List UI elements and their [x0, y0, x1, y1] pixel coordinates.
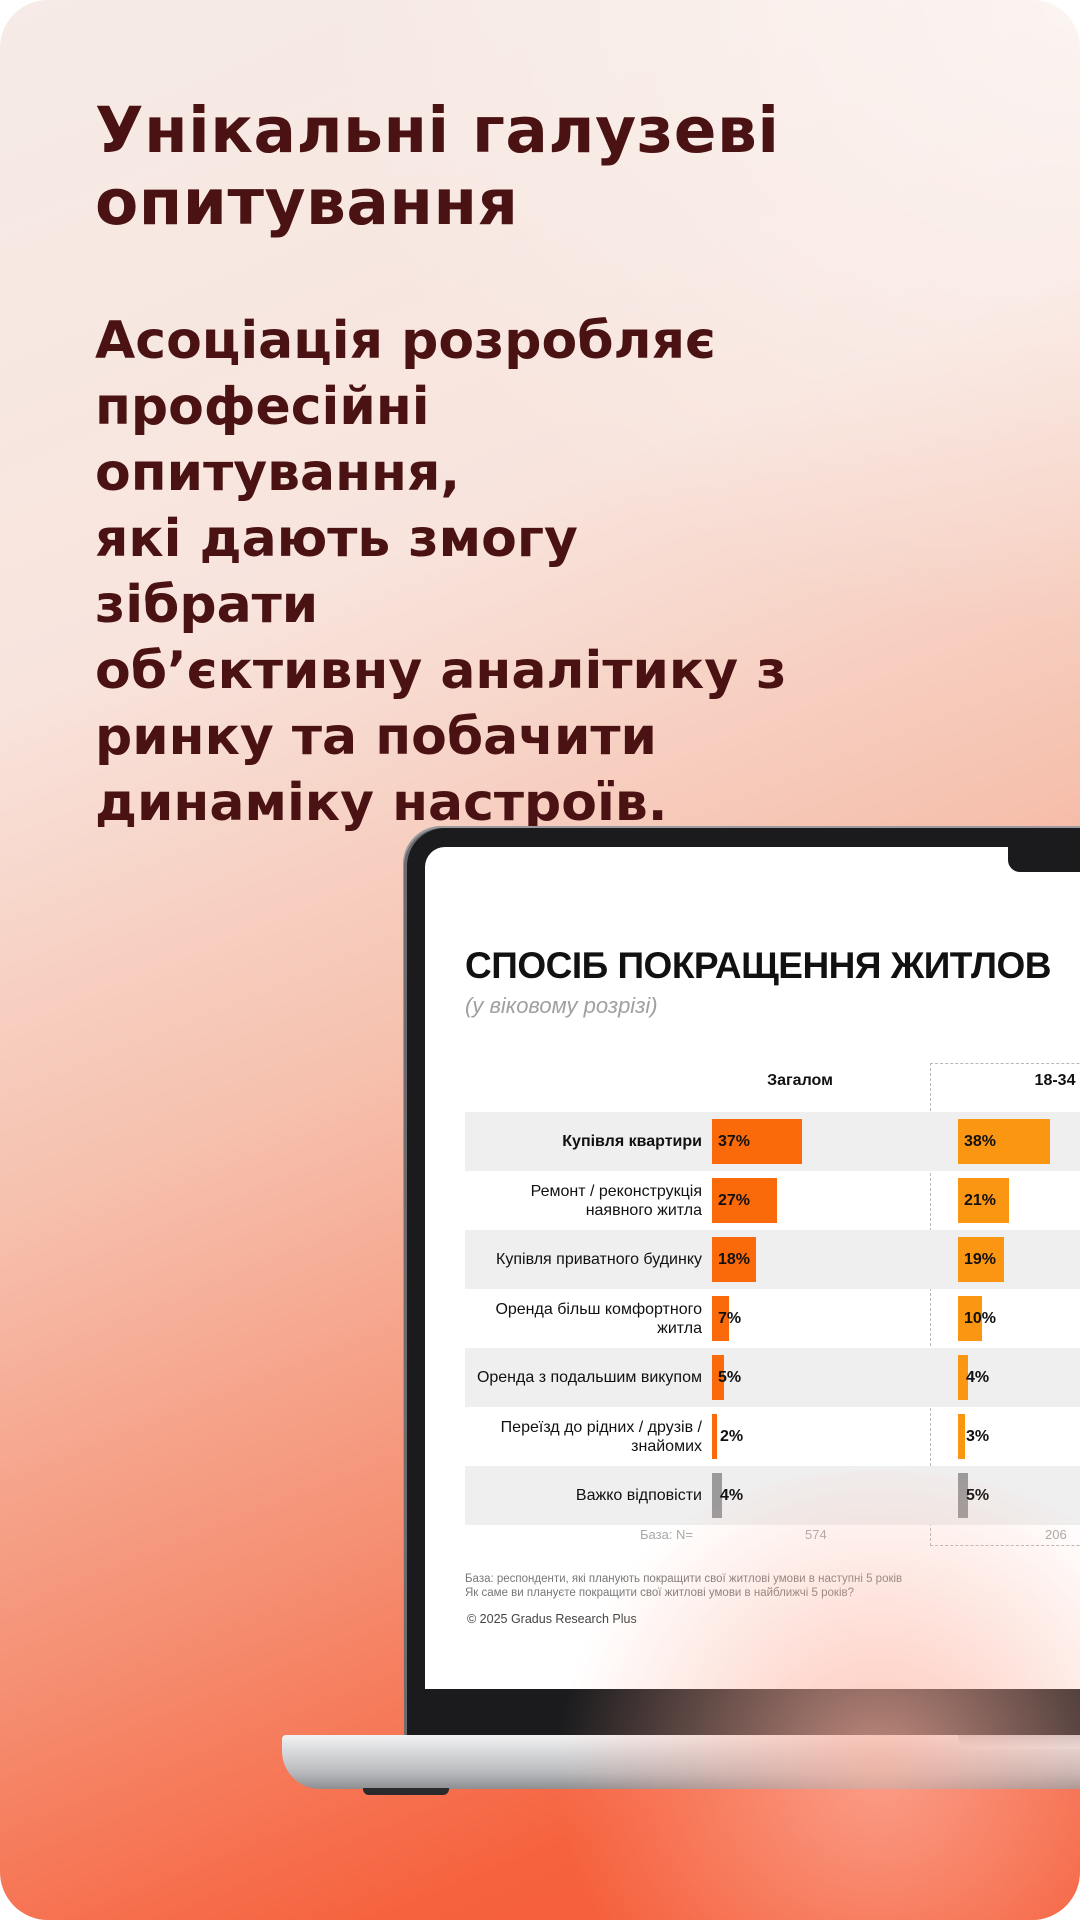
- category-label: Купівля квартири: [562, 1133, 702, 1150]
- camera-notch: [1008, 847, 1080, 872]
- category-label: Ремонт / реконструкція наявного житла: [530, 1182, 702, 1219]
- column-header: 18-34: [1034, 1072, 1076, 1089]
- footnote: Як саме ви плануєте покращити свої житло…: [465, 1587, 855, 1599]
- bar: [958, 1296, 983, 1341]
- base-count: 574: [805, 1527, 827, 1542]
- bar-value-label: 3%: [966, 1428, 990, 1445]
- bar: [712, 1237, 756, 1282]
- bar: [958, 1119, 1050, 1164]
- bar-value-label: 4%: [966, 1369, 990, 1386]
- bar-value-label: 37%: [718, 1133, 751, 1150]
- bar-value-label: 2%: [720, 1428, 744, 1445]
- bar: [958, 1473, 968, 1518]
- category-label: Оренда з подальшим викупом: [476, 1369, 702, 1386]
- bar-value-label: 27%: [718, 1192, 751, 1209]
- category-label: Купівля приватного будинку: [496, 1251, 702, 1268]
- bar-value-label: 18%: [718, 1251, 751, 1268]
- category-label: Важко відповісти: [575, 1487, 702, 1504]
- bar-value-label: 4%: [720, 1487, 744, 1504]
- bar-value-label: 5%: [966, 1487, 990, 1504]
- category-label: Оренда більш комфортного житла: [495, 1300, 702, 1337]
- bar-value-label: 19%: [964, 1251, 997, 1268]
- bar: [958, 1237, 1004, 1282]
- column-header: Загалом: [767, 1072, 833, 1089]
- row-band: [465, 1348, 1080, 1407]
- headline: Унікальні галузеві опитування: [95, 94, 780, 239]
- chart-title: СПОСІБ ПОКРАЩЕННЯ ЖИТЛОВ: [465, 945, 1051, 986]
- bar: [958, 1414, 966, 1459]
- bar: [958, 1178, 1009, 1223]
- base-count: 206: [1045, 1527, 1067, 1542]
- bar: [712, 1473, 722, 1518]
- laptop-base-notch: [958, 1735, 1080, 1749]
- bar: [712, 1178, 778, 1223]
- bar: [712, 1355, 725, 1400]
- category-label: Переїзд до рідних / друзів / знайомих: [500, 1418, 702, 1455]
- bar-value-label: 10%: [964, 1310, 997, 1327]
- copyright: © 2025 Gradus Research Plus: [467, 1612, 637, 1626]
- bar-value-label: 7%: [718, 1310, 742, 1327]
- footnote: База: респонденти, які планують покращит…: [465, 1573, 903, 1585]
- chart-subtitle: (у віковому розрізі): [465, 993, 658, 1018]
- bar: [958, 1355, 968, 1400]
- bar-value-label: 5%: [718, 1369, 742, 1386]
- bar: [712, 1296, 729, 1341]
- laptop-foot: [363, 1788, 449, 1795]
- bar-value-label: 38%: [964, 1133, 997, 1150]
- bar: [712, 1119, 802, 1164]
- laptop-base: [282, 1735, 1080, 1789]
- bar-value-label: 21%: [964, 1192, 997, 1209]
- bar: [712, 1414, 717, 1459]
- base-label: База: N=: [640, 1527, 694, 1542]
- body-text: Асоціація розробляє професійні опитуванн…: [95, 311, 787, 833]
